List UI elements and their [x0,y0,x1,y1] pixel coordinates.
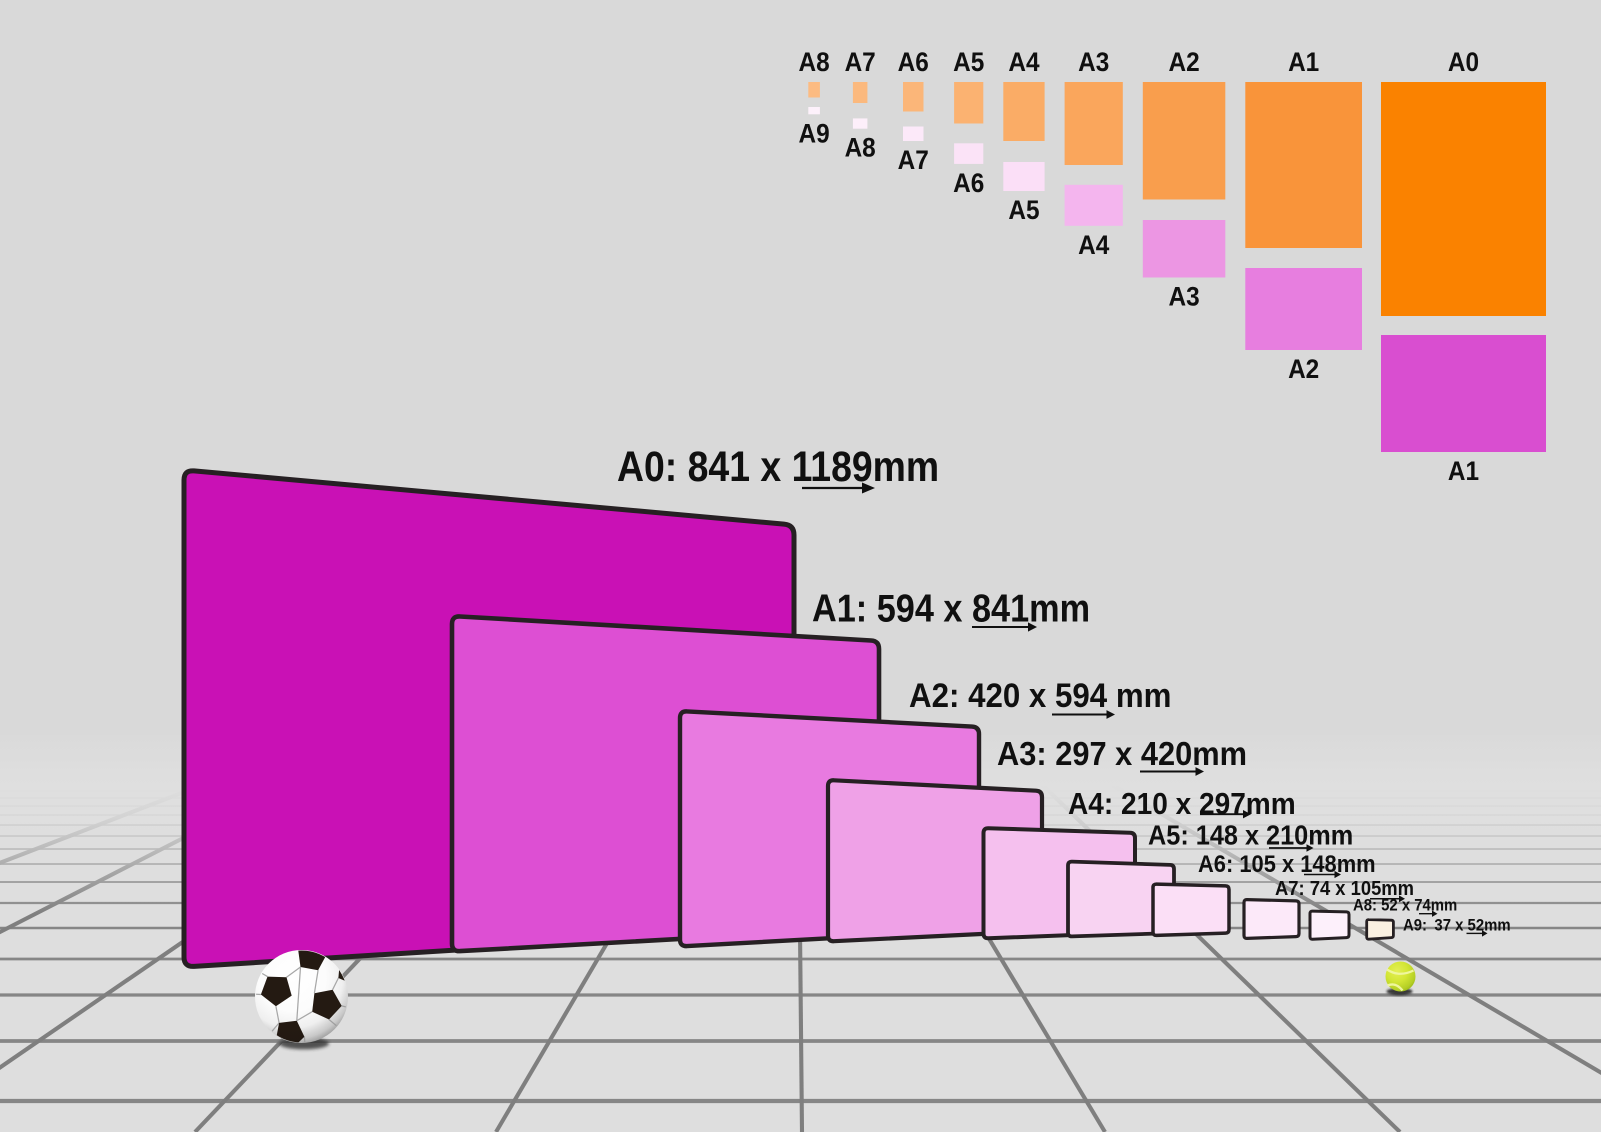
svg-text:A5: A5 [953,48,984,77]
svg-text:A2: A2 [1288,355,1319,384]
svg-text:A7: 74 x 105mm: A7: 74 x 105mm [1275,878,1414,900]
svg-text:A8: A8 [799,48,830,77]
svg-text:A7: A7 [845,48,876,77]
svg-text:A3: 297 x 420mm: A3: 297 x 420mm [997,735,1247,772]
svg-text:A6: 105 x 148mm: A6: 105 x 148mm [1198,850,1376,877]
svg-text:A0: A0 [1448,48,1479,77]
svg-text:A2: 420 x 594 mm: A2: 420 x 594 mm [909,676,1171,715]
svg-text:A4: A4 [1008,48,1040,77]
svg-text:A4: A4 [1078,231,1110,260]
svg-text:A3: A3 [1168,283,1199,312]
svg-text:A3: A3 [1078,48,1109,77]
svg-text:A1: A1 [1448,457,1479,486]
svg-text:A7: A7 [898,146,929,175]
svg-text:A6: A6 [953,169,984,198]
svg-text:A4: 210 x 297mm: A4: 210 x 297mm [1068,787,1296,821]
svg-text:A9: 37 x 52mm: A9: 37 x 52mm [1403,917,1511,935]
svg-text:A2: A2 [1168,48,1199,77]
svg-text:A6: A6 [898,48,929,77]
svg-text:A8: 52 x 74mm: A8: 52 x 74mm [1353,897,1457,915]
svg-text:A0: 841 x 1189mm: A0: 841 x 1189mm [617,444,939,491]
svg-text:A1: 594 x 841mm: A1: 594 x 841mm [812,587,1090,630]
svg-text:A5: A5 [1008,196,1039,225]
svg-text:A8: A8 [845,134,876,163]
svg-text:A5: 148 x 210mm: A5: 148 x 210mm [1148,819,1353,850]
svg-text:A9: A9 [799,119,830,148]
svg-text:A1: A1 [1288,48,1319,77]
